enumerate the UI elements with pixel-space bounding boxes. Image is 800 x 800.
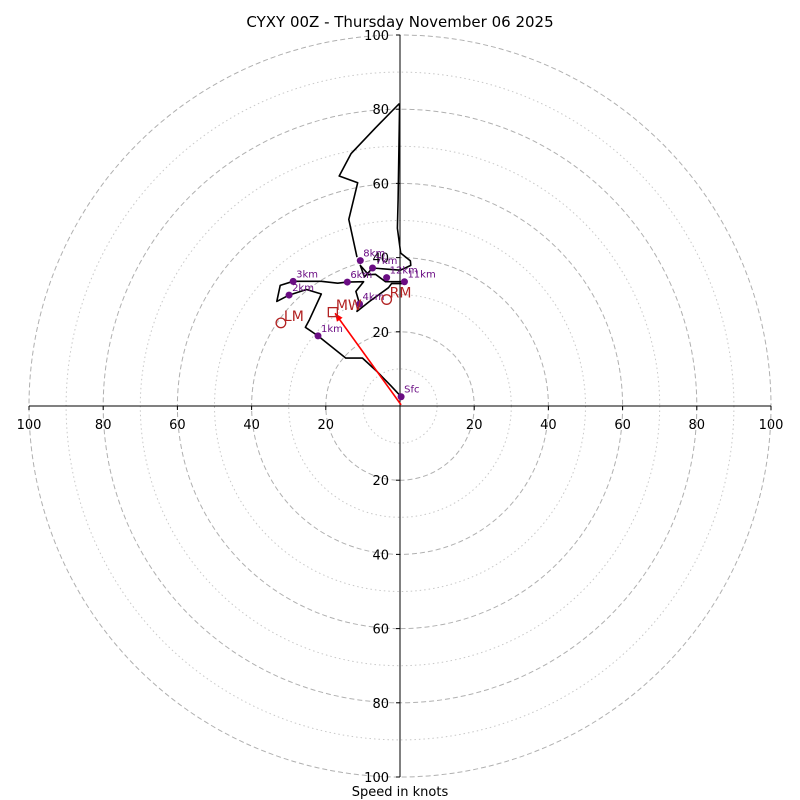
shear-arrow-shaft <box>334 312 402 406</box>
storm-marker-RM <box>381 294 393 305</box>
height-label-11km: 11km <box>407 270 435 281</box>
height-marker-Sfc <box>397 393 405 401</box>
tick-label-right-20: 20 <box>466 418 483 433</box>
height-marker-4km <box>356 300 364 308</box>
height-label-1km: 1km <box>321 324 343 335</box>
height-label-8km: 8km <box>363 249 385 260</box>
tick-label-bottom-20: 20 <box>372 474 389 489</box>
height-label-12km: 12km <box>390 266 418 277</box>
hodograph-trace <box>275 103 412 398</box>
height-marker-3km <box>289 277 297 285</box>
height-marker-1km <box>314 332 322 340</box>
tick-label-left-20: 20 <box>318 418 335 433</box>
height-marker-7km <box>369 264 377 272</box>
storm-marker-LM <box>275 317 287 329</box>
tick-label-bottom-100: 100 <box>364 771 389 786</box>
storm-label-MW: MW <box>336 298 362 314</box>
x-axis-label: Speed in knots <box>352 785 449 800</box>
tick-label-left-40: 40 <box>243 418 260 433</box>
tick-label-bottom-40: 40 <box>372 548 389 563</box>
height-marker-12km <box>383 274 391 282</box>
tick-label-left-100: 100 <box>17 418 42 433</box>
shear-arrow-head <box>335 313 343 322</box>
tick-label-top-80: 80 <box>372 103 389 118</box>
storm-marker-MW <box>327 306 338 318</box>
wind-trace-line <box>275 103 412 398</box>
storm-label-LM: LM <box>284 309 304 325</box>
tick-label-right-80: 80 <box>689 418 706 433</box>
height-label-6km: 6km <box>350 270 372 281</box>
tick-label-top-60: 60 <box>372 177 389 192</box>
storm-motion-markers: MW RM LM <box>275 286 412 329</box>
height-marker-11km <box>400 278 408 286</box>
tick-label-right-100: 100 <box>759 418 784 433</box>
tick-label-top-40: 40 <box>372 252 389 267</box>
tick-label-right-40: 40 <box>540 418 557 433</box>
height-label-4km: 4km <box>363 292 385 303</box>
shear-arrow <box>334 312 402 406</box>
tick-labels: 20 40 60 80 100 20 40 60 80 100 20 40 60 80 100 20 40 60 8… <box>17 29 784 786</box>
height-marker-8km <box>356 257 364 265</box>
tick-label-left-60: 60 <box>169 418 186 433</box>
height-label-7km: 7km <box>376 256 398 267</box>
tick-label-right-60: 60 <box>614 418 631 433</box>
height-label-2km: 2km <box>292 283 314 294</box>
tick-label-bottom-60: 60 <box>372 623 389 638</box>
axes <box>29 35 771 777</box>
height-marker-6km <box>343 278 351 286</box>
tick-label-top-100: 100 <box>364 29 389 44</box>
tick-label-top-20: 20 <box>372 326 389 341</box>
tick-label-left-80: 80 <box>95 418 112 433</box>
tick-label-bottom-80: 80 <box>372 697 389 712</box>
chart-title: CYXY 00Z - Thursday November 06 2025 <box>246 13 553 31</box>
height-marker-2km <box>285 291 293 299</box>
height-label-Sfc: Sfc <box>404 385 419 396</box>
height-label-3km: 3km <box>296 269 318 280</box>
storm-label-RM: RM <box>390 286 412 302</box>
